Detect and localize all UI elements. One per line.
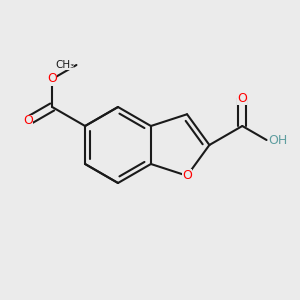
Text: O: O (182, 169, 192, 182)
Text: O: O (47, 73, 57, 85)
Text: O: O (23, 115, 33, 128)
Text: OH: OH (268, 134, 288, 146)
Text: O: O (237, 92, 247, 104)
Text: CH₃: CH₃ (55, 60, 74, 70)
